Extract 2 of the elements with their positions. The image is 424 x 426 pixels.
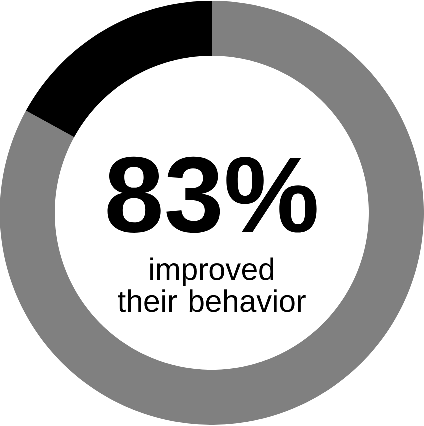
data-label: 83% [108,156,317,234]
text: improved their behavior [118,258,306,312]
